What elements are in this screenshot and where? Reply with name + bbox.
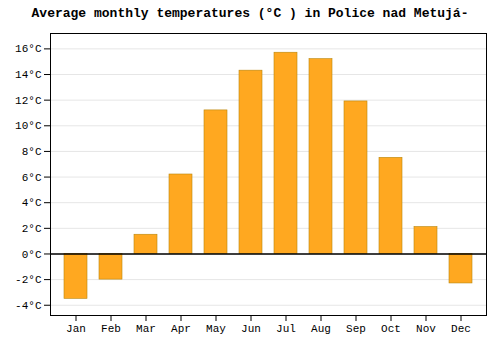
svg-text:10°C: 10°C [15,120,42,132]
svg-text:6°C: 6°C [22,172,42,184]
svg-text:Oct: Oct [381,323,401,335]
svg-text:14°C: 14°C [15,69,42,81]
svg-text:8°C: 8°C [22,146,42,158]
svg-text:Nov: Nov [416,323,436,335]
svg-text:Mar: Mar [136,323,156,335]
svg-text:0°C: 0°C [22,248,42,260]
svg-text:Jun: Jun [241,323,261,335]
svg-text:May: May [206,323,226,335]
svg-text:-2°C: -2°C [15,274,42,286]
svg-text:Jul: Jul [276,323,296,335]
svg-text:12°C: 12°C [15,95,42,107]
svg-text:16°C: 16°C [15,43,42,55]
svg-text:2°C: 2°C [22,223,42,235]
svg-text:4°C: 4°C [22,197,42,209]
html-text:Average monthly temperatures (: Average monthly temperatures (°C ) in Po… [31,6,469,21]
svg-text:Feb: Feb [101,323,121,335]
svg-text:Aug: Aug [311,323,331,335]
svg-text:-4°C: -4°C [15,300,42,312]
svg-text:Apr: Apr [171,323,191,335]
svg-text:Jan: Jan [66,323,86,335]
svg-text:Sep: Sep [346,323,366,335]
svg-text:Dec: Dec [451,323,471,335]
